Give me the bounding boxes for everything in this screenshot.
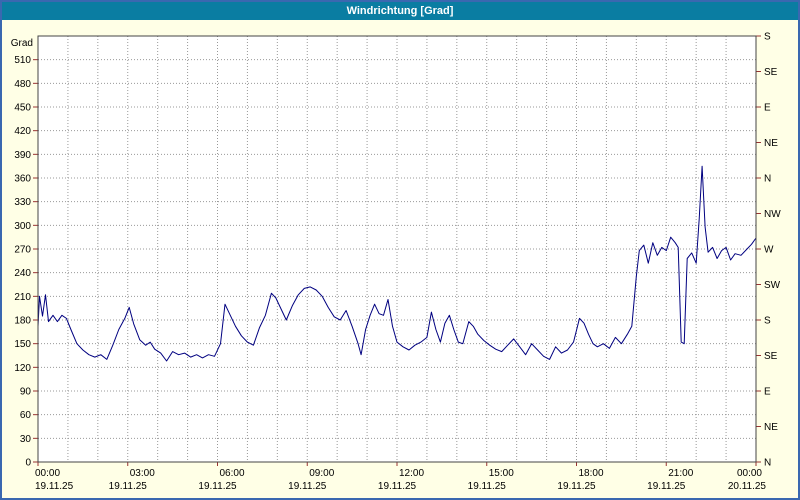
compass-tick-label: NE	[764, 422, 778, 433]
y-tick-label: 240	[14, 268, 31, 279]
x-tick-time-label: 18:00	[579, 468, 604, 479]
y-tick-label: 60	[20, 410, 32, 421]
x-tick-time-label: 00:00	[35, 468, 60, 479]
y-tick-label: 90	[20, 387, 32, 398]
y-axis-left-labels: Grad 0 30 60 90 120 150 180 210 240 270 300 330 360 39…	[11, 38, 33, 469]
y-tick-label: 120	[14, 363, 31, 374]
y-axis-right-labels: S SE E NE N NW W SW S SE E NE N	[764, 32, 781, 469]
y-tick-label: 30	[20, 434, 32, 445]
x-tick-time-label: 15:00	[489, 468, 514, 479]
compass-tick-label: NW	[764, 209, 781, 220]
y-tick-label: 450	[14, 103, 31, 114]
wind-direction-series-line	[37, 165, 757, 362]
x-tick-time-label: 21:00	[668, 468, 693, 479]
x-tick-time-label: 12:00	[399, 468, 424, 479]
x-tick-date-label: 19.11.25	[109, 481, 148, 492]
y-axis-unit-label: Grad	[11, 38, 33, 49]
axis-tick-marks	[33, 35, 761, 466]
y-tick-label: 330	[14, 197, 31, 208]
x-axis-labels: 00:00 19.11.25 03:00 19.11.25 06:00 19.11.25 0…	[35, 468, 766, 492]
compass-tick-label: N	[764, 174, 771, 185]
y-tick-label: 420	[14, 126, 31, 137]
compass-tick-label: S	[764, 32, 771, 43]
y-tick-label: 150	[14, 339, 31, 350]
chart-canvas: Grad 0 30 60 90 120 150 180 210 240 270 300 330 360 39…	[11, 32, 781, 493]
x-tick-date-label: 19.11.25	[35, 481, 74, 492]
x-tick-date-label: 19.11.25	[198, 481, 237, 492]
compass-tick-label: S	[764, 316, 771, 327]
y-tick-label: 510	[14, 55, 31, 66]
x-tick-date-label: 19.11.25	[647, 481, 686, 492]
compass-tick-label: NE	[764, 138, 778, 149]
compass-tick-label: SE	[764, 67, 778, 78]
x-tick-date-label: 20.11.25	[728, 481, 767, 492]
compass-tick-label: SE	[764, 351, 778, 362]
x-tick-date-label: 19.11.25	[468, 481, 507, 492]
y-tick-label: 480	[14, 79, 31, 90]
x-tick-time-label: 03:00	[130, 468, 155, 479]
x-tick-time-label: 06:00	[220, 468, 245, 479]
y-tick-label: 210	[14, 292, 31, 303]
wind-direction-chart: Grad 0 30 60 90 120 150 180 210 240 270 300 330 360 39…	[2, 20, 798, 498]
grid-lines	[38, 36, 756, 462]
y-tick-label: 270	[14, 245, 31, 256]
plot-border	[37, 35, 757, 463]
x-tick-time-label: 00:00	[737, 468, 762, 479]
compass-tick-label: SW	[764, 280, 781, 291]
x-tick-date-label: 19.11.25	[288, 481, 327, 492]
y-tick-label: 390	[14, 150, 31, 161]
x-tick-date-label: 19.11.25	[378, 481, 417, 492]
y-tick-label: 180	[14, 316, 31, 327]
y-tick-label: 0	[25, 458, 31, 469]
compass-tick-label: E	[764, 387, 771, 398]
x-tick-time-label: 09:00	[309, 468, 334, 479]
compass-tick-label: N	[764, 458, 771, 469]
compass-tick-label: E	[764, 103, 771, 114]
window-title: Windrichtung [Grad]	[346, 5, 454, 17]
x-tick-date-label: 19.11.25	[557, 481, 596, 492]
y-tick-label: 360	[14, 174, 31, 185]
compass-tick-label: W	[764, 245, 774, 256]
y-tick-label: 300	[14, 221, 31, 232]
window-titlebar: Windrichtung [Grad]	[2, 2, 798, 20]
